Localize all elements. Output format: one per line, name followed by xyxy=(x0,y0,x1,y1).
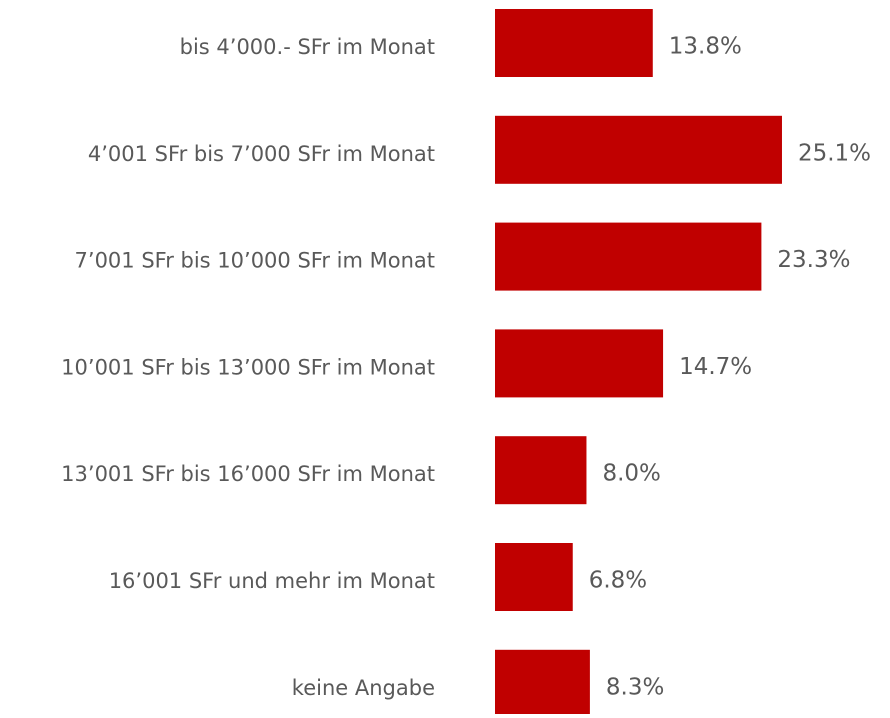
category-label: 13’001 SFr bis 16’000 SFr im Monat xyxy=(61,462,435,486)
bar xyxy=(495,222,762,291)
value-label: 23.3% xyxy=(777,247,850,273)
category-label: keine Angabe xyxy=(292,676,435,700)
bar xyxy=(495,649,590,718)
bar xyxy=(495,115,782,184)
bar xyxy=(495,9,653,77)
value-label: 13.8% xyxy=(669,34,742,60)
category-label: 7’001 SFr bis 10’000 SFr im Monat xyxy=(75,249,435,273)
bar xyxy=(495,436,587,505)
value-label: 8.0% xyxy=(602,461,660,487)
value-label: 14.7% xyxy=(679,354,752,380)
category-label: 10’001 SFr bis 13’000 SFr im Monat xyxy=(61,355,435,379)
category-label: bis 4’000.- SFr im Monat xyxy=(180,35,435,59)
category-label: 16’001 SFr und mehr im Monat xyxy=(109,569,435,593)
value-label: 25.1% xyxy=(798,140,871,166)
bar xyxy=(495,329,664,398)
bar xyxy=(495,543,573,611)
value-label: 8.3% xyxy=(606,674,664,700)
value-label: 6.8% xyxy=(589,568,647,594)
category-label: 4’001 SFr bis 7’000 SFr im Monat xyxy=(88,142,435,166)
